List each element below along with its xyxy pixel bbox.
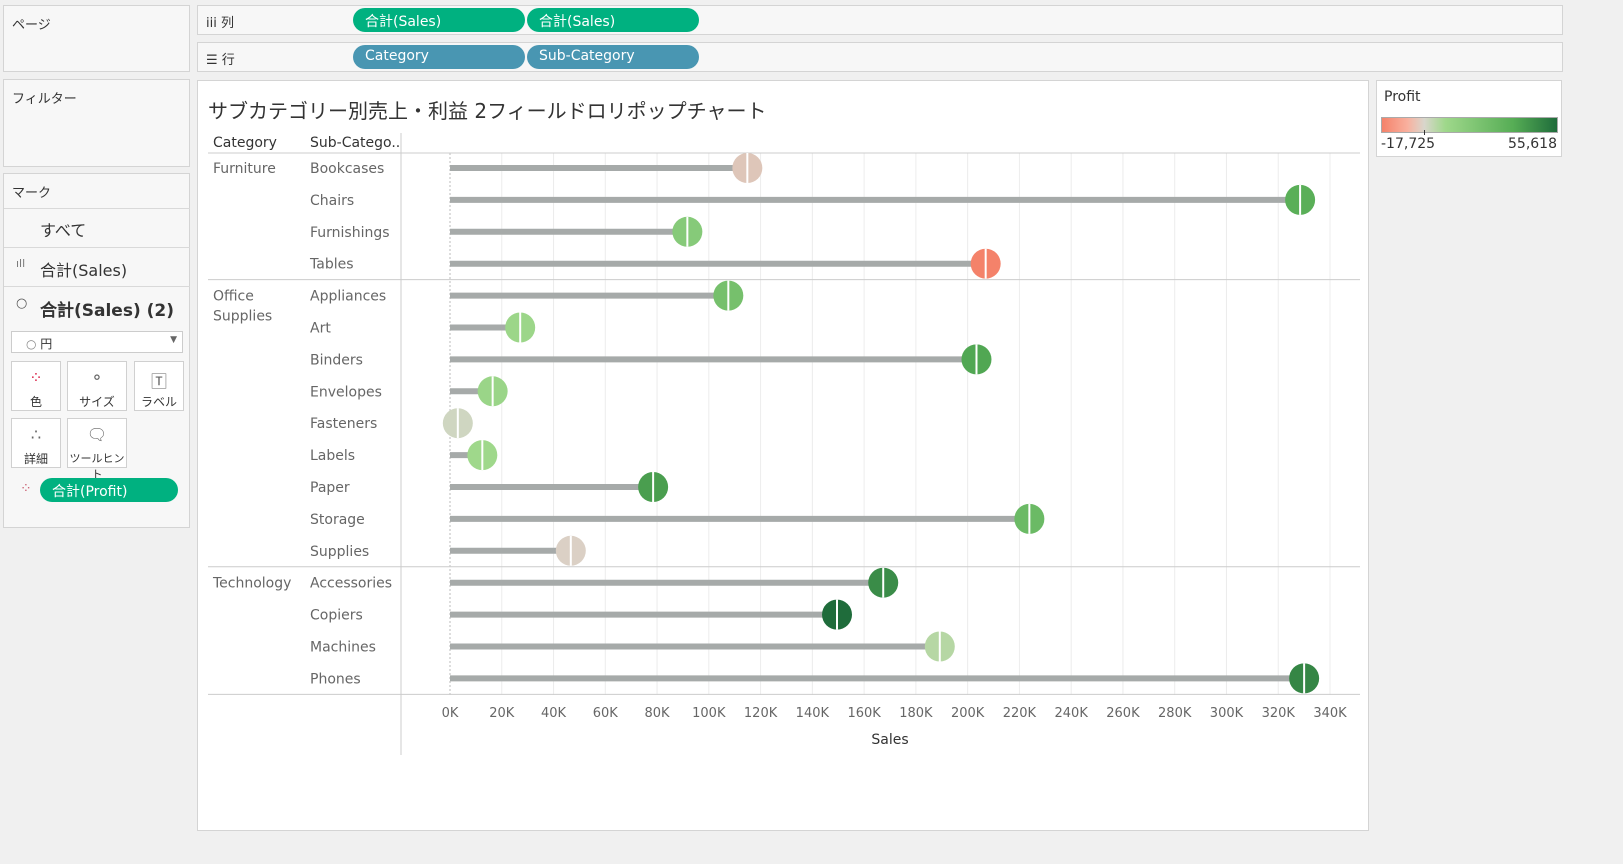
subcategory-label: Copiers: [310, 608, 363, 624]
columns-label: iii 列: [206, 12, 234, 31]
x-tick-label: 120K: [744, 706, 778, 721]
worksheet-view: サブカテゴリー別売上・利益 2フィールドロリポップチャート 0K 20K 40K 60…: [197, 80, 1369, 831]
x-tick-label: 280K: [1158, 706, 1192, 721]
category-label: Furniture: [213, 161, 276, 177]
circle-icon: ○: [26, 337, 41, 351]
column-pill-sales-2[interactable]: 合計(Sales): [527, 8, 699, 32]
color-dots-icon: ⁘: [29, 368, 43, 387]
subcategory-label: Machines: [310, 640, 376, 656]
legend-color-ramp: [1381, 117, 1558, 133]
button-label: ラベル: [140, 395, 177, 409]
x-tick-label: 20K: [489, 706, 515, 721]
x-tick-label: 200K: [951, 706, 985, 721]
detail-button[interactable]: ∴ 詳細: [11, 418, 61, 468]
subcategory-label: Accessories: [310, 576, 392, 592]
x-tick-label: 340K: [1313, 706, 1347, 721]
x-tick-label: 0K: [442, 706, 459, 721]
size-button[interactable]: ⚬ サイズ: [67, 361, 127, 411]
subcategory-label: Art: [310, 321, 331, 337]
rows-label: ☰ 行: [206, 49, 235, 68]
filters-label: フィルター: [12, 92, 77, 107]
subcategory-label: Envelopes: [310, 384, 382, 400]
subcategory-label: Phones: [310, 671, 361, 687]
row-pill-subcategory[interactable]: Sub-Category: [527, 45, 699, 69]
tooltip-button[interactable]: 🗨 ツールヒント: [67, 418, 127, 481]
size-icon: ⚬: [90, 368, 104, 387]
button-label: 色: [29, 395, 42, 409]
columns-label-text: 列: [220, 16, 234, 31]
legend-title: Profit: [1384, 89, 1421, 105]
marks-title: マーク: [12, 186, 52, 201]
marks-all[interactable]: すべて: [4, 208, 190, 247]
rows-shelf[interactable]: ☰ 行 Category Sub-Category: [197, 42, 1563, 72]
mark-type-dropdown[interactable]: ○ 円 ▼: [11, 331, 183, 353]
category-label: Office Supplies: [213, 289, 272, 325]
row-pill-category[interactable]: Category: [353, 45, 525, 69]
label-button[interactable]: 🅃 ラベル: [134, 361, 184, 411]
rows-label-text: 行: [221, 53, 235, 68]
color-button[interactable]: ⁘ 色: [11, 361, 61, 411]
subcategory-label: Storage: [310, 512, 365, 528]
pages-shelf[interactable]: ページ: [3, 5, 190, 72]
subcategory-label: Chairs: [310, 193, 354, 209]
filters-shelf[interactable]: フィルター: [3, 79, 190, 167]
subcategory-label: Tables: [309, 257, 354, 273]
column-pill-sales[interactable]: 合計(Sales): [353, 8, 525, 32]
columns-icon: iii: [206, 16, 221, 31]
bar-icon: ıll: [16, 257, 26, 270]
subcategory-label: Bookcases: [310, 161, 384, 177]
x-tick-label: 300K: [1210, 706, 1244, 721]
marks-card: マーク すべて ıll 合計(Sales) ○ 合計(Sales) (2) ○ 円 ▼…: [3, 173, 190, 528]
tooltip-icon: 🗨: [86, 425, 108, 444]
legend-min: -17,725: [1381, 136, 1436, 152]
color-pill-profit[interactable]: 合計(Profit): [40, 478, 178, 502]
legend-zero-tick: [1423, 130, 1425, 135]
detail-icon: ∴: [30, 425, 42, 444]
x-tick-label: 160K: [847, 706, 881, 721]
x-tick-label: 220K: [1003, 706, 1037, 721]
subcategory-label: Labels: [310, 448, 355, 464]
mark-type-value: 円: [40, 337, 53, 351]
x-tick-label: 40K: [541, 706, 567, 721]
subcategory-label: Fasteners: [310, 416, 377, 432]
chart-title: サブカテゴリー別売上・利益 2フィールドロリポップチャート: [208, 99, 767, 123]
subcategory-label: Supplies: [310, 544, 369, 560]
marks-layer-sales-2[interactable]: ○ 合計(Sales) (2): [4, 286, 190, 325]
x-tick-label: 80K: [645, 706, 671, 721]
layer-label: 合計(Sales) (2): [40, 301, 175, 321]
marks-layer-sales[interactable]: ıll 合計(Sales): [4, 247, 190, 286]
chevron-down-icon: ▼: [170, 335, 177, 345]
button-label: ツールヒント: [69, 452, 125, 481]
pages-label: ページ: [12, 18, 51, 33]
x-tick-label: 140K: [796, 706, 830, 721]
x-axis-title: Sales: [871, 732, 908, 748]
columns-shelf[interactable]: iii 列 合計(Sales) 合計(Sales): [197, 5, 1563, 35]
legend-max: 55,618: [1508, 136, 1557, 152]
button-label: サイズ: [79, 395, 115, 409]
layer-label: 合計(Sales): [40, 261, 128, 280]
x-tick-label: 180K: [899, 706, 933, 721]
subcategory-label: Binders: [310, 352, 363, 368]
button-label: 詳細: [23, 452, 48, 466]
circle-icon: ○: [16, 296, 28, 311]
x-tick-label: 320K: [1262, 706, 1296, 721]
subcategory-label: Paper: [310, 480, 350, 496]
profit-color-legend[interactable]: Profit -17,725 55,618: [1376, 80, 1562, 157]
subcategory-label: Furnishings: [310, 225, 390, 241]
rows-icon: ☰: [206, 53, 222, 68]
x-tick-label: 260K: [1106, 706, 1140, 721]
row-header: Category: [213, 135, 277, 151]
x-tick-label: 60K: [593, 706, 619, 721]
x-tick-label: 240K: [1055, 706, 1089, 721]
text-icon: 🅃: [150, 372, 167, 391]
row-header: Sub-Catego..: [310, 135, 400, 151]
subcategory-label: Appliances: [310, 289, 386, 305]
color-dots-icon: ⁘: [20, 481, 32, 497]
category-label: Technology: [212, 576, 291, 592]
x-tick-label: 100K: [692, 706, 726, 721]
lollipop-chart: 0K 20K 40K 60K 80K 100K 120K 140K 160K 180K 200K 22…: [208, 133, 1360, 755]
